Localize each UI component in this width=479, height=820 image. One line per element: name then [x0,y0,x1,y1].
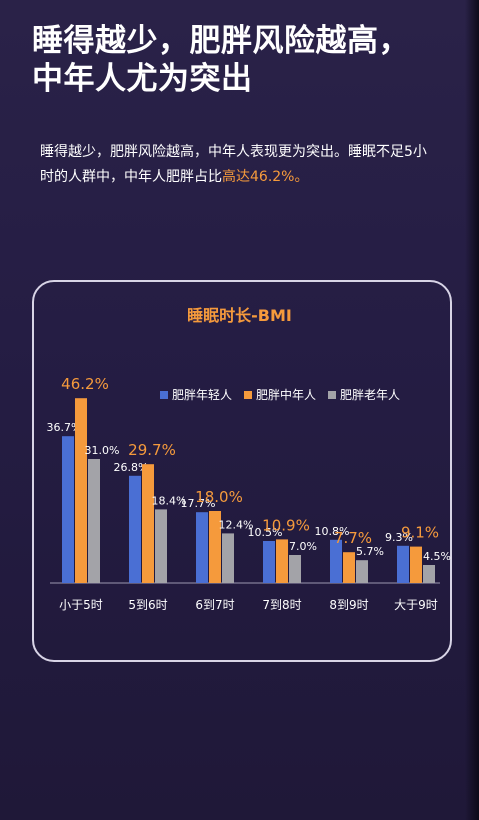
bar-young-2 [196,512,208,583]
bar-old-5 [423,565,435,583]
value-label-young-5: 9.3% [385,531,413,544]
x-tick-label-0: 小于5时 [59,598,103,612]
frame-edge [465,0,479,820]
legend-item-middle: 肥胖中年人 [244,386,316,403]
value-label-old-3: 7.0% [289,540,317,553]
value-label-middle-4: 7.7% [334,529,372,547]
x-tick-label-5: 大于9时 [394,598,438,612]
x-tick-label-3: 7到8时 [262,598,301,612]
x-tick-label-4: 8到9时 [329,598,368,612]
intro-text: 睡得越少，肥胖风险越高，中年人表现更为突出。睡眠不足5小时的人群中，中年人肥胖占… [40,144,427,185]
value-label-old-4: 5.7% [356,545,384,558]
title-line-1: 睡得越少，肥胖风险越高， [32,23,410,59]
bar-middle-5 [410,546,422,583]
legend-item-young: 肥胖年轻人 [160,386,232,403]
bar-old-4 [356,560,368,583]
bar-middle-4 [343,552,355,583]
value-label-young-3: 10.5% [248,526,283,539]
legend-swatch-old [328,390,337,399]
x-tick-label-1: 5到6时 [128,598,167,612]
value-label-middle-2: 18.0% [195,488,243,506]
value-label-old-5: 4.5% [423,550,451,563]
value-label-old-0: 31.0% [85,444,120,457]
legend-swatch-young [160,390,168,399]
value-label-middle-0: 46.2% [61,375,109,393]
value-label-young-1: 26.8% [114,461,149,474]
intro-highlight: 高达46.2%。 [222,169,309,185]
bar-old-3 [289,555,301,583]
value-label-middle-3: 10.9% [262,516,310,534]
value-label-young-2: 17.7% [181,497,216,510]
bar-young-1 [129,475,141,583]
value-label-young-4: 10.8% [315,525,350,538]
legend-label-middle: 肥胖中年人 [256,388,317,402]
bar-old-1 [155,509,167,583]
legend-label-old: 肥胖老年人 [340,388,401,402]
bar-middle-2 [209,511,221,583]
legend-item-old: 肥胖老年人 [328,386,400,403]
legend-label-young: 肥胖年轻人 [172,388,233,402]
x-tick-label-2: 6到7时 [195,598,234,612]
bar-middle-1 [142,464,154,583]
value-label-middle-5: 9.1% [401,524,439,542]
bar-middle-0 [75,398,87,583]
legend-swatch-middle [244,390,253,399]
bar-old-2 [222,533,234,583]
chart-legend: 肥胖年轻人 肥胖中年人 肥胖老年人 [160,386,400,403]
value-label-young-0: 36.7% [47,421,82,434]
chart-card [32,280,452,662]
bar-middle-3 [276,539,288,583]
bar-old-0 [88,459,100,583]
bar-young-3 [263,541,275,583]
value-label-middle-1: 29.7% [128,441,176,459]
value-label-old-2: 12.4% [219,518,254,531]
bar-young-4 [330,539,342,583]
chart-title: 睡眠时长-BMI [187,306,292,325]
title-line-2: 中年人尤为突出 [32,61,253,97]
bar-young-0 [62,436,74,583]
page-title: 睡得越少，肥胖风险越高， 中年人尤为突出 [32,22,410,98]
bar-young-5 [397,545,409,583]
value-label-old-1: 18.4% [152,494,187,507]
intro-paragraph: 睡得越少，肥胖风险越高，中年人表现更为突出。睡眠不足5小时的人群中，中年人肥胖占… [40,140,440,190]
